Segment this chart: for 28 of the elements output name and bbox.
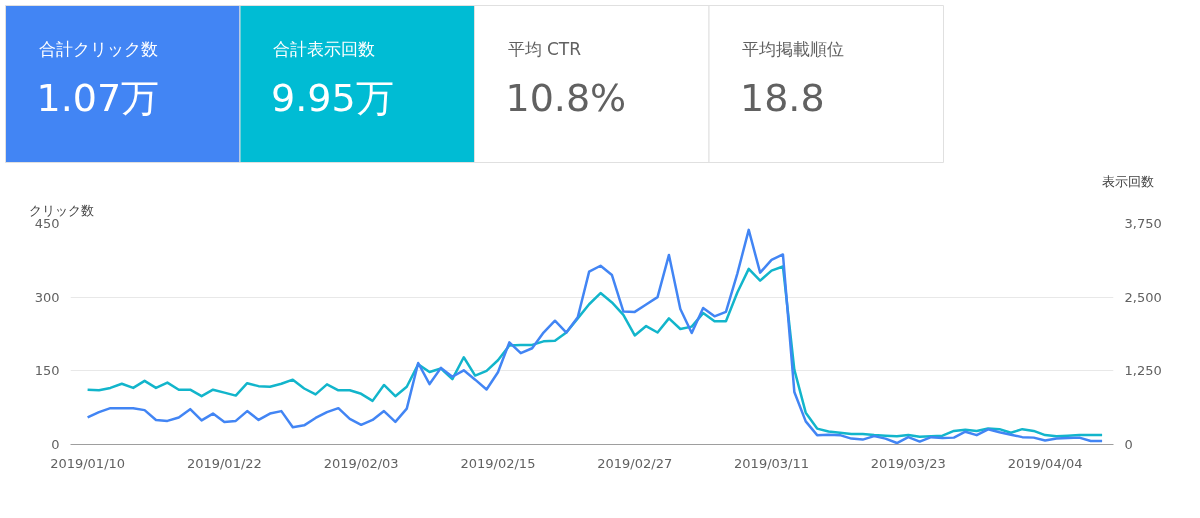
y2-tick-label: 2,500	[1124, 289, 1162, 305]
text: 合計クリック数	[38, 38, 158, 59]
y2-axis-title: 表示回数	[1101, 173, 1154, 189]
x-tick-label: 2019/02/03	[323, 455, 399, 471]
x-tick-label: 2019/02/15	[460, 455, 536, 471]
line-series	[86, 265, 1104, 439]
y-axis-title: クリック数	[28, 202, 94, 218]
text: 9.95万	[271, 75, 394, 120]
text: 平均 CTR	[507, 38, 582, 59]
text: 平均掲載順位	[742, 38, 844, 59]
y-tick-label: 450	[34, 216, 60, 231]
y2-tick-label: 3,750	[1124, 216, 1162, 231]
x-tick-label: 2019/02/27	[597, 455, 673, 471]
y-tick-label: 300	[34, 289, 60, 305]
line-series	[86, 228, 1104, 445]
text: 18.8	[740, 76, 825, 120]
text: 1.07万	[36, 75, 160, 120]
y-tick-label: 0	[51, 437, 60, 452]
y2-tick-label: 0	[1124, 437, 1133, 452]
text: 合計表示回数	[273, 38, 375, 59]
x-tick-label: 2019/01/10	[50, 455, 126, 471]
y-tick-label: 150	[34, 363, 60, 379]
y2-tick-label: 1,250	[1124, 363, 1162, 379]
x-tick-label: 2019/01/22	[186, 455, 262, 471]
x-tick-label: 2019/04/04	[1007, 455, 1083, 471]
x-tick-label: 2019/03/11	[734, 455, 810, 471]
text: 10.8%	[505, 75, 627, 120]
x-tick-label: 2019/03/23	[870, 455, 946, 471]
